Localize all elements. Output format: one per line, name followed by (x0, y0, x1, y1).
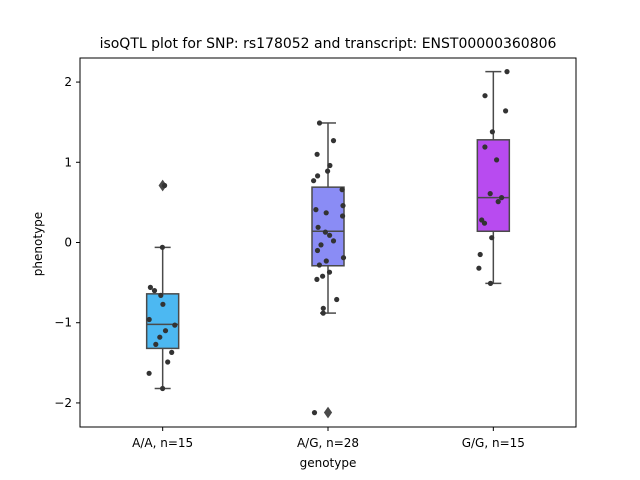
x-axis-label: genotype (300, 456, 357, 470)
data-point (482, 144, 488, 150)
data-point (330, 138, 337, 144)
data-point (340, 203, 346, 209)
data-point (339, 187, 345, 193)
data-point (316, 120, 323, 126)
data-point (330, 238, 337, 244)
data-point (489, 235, 495, 241)
data-point (162, 182, 168, 189)
data-point (334, 296, 340, 303)
data-point (481, 220, 488, 226)
data-point (147, 284, 153, 290)
data-point (315, 173, 321, 179)
y-tick-label: −2 (54, 396, 72, 410)
x-tick-label: A/A, n=15 (132, 436, 193, 450)
data-point (160, 385, 166, 392)
data-point (162, 328, 169, 334)
data-point (314, 276, 320, 282)
data-point (153, 341, 159, 347)
data-point (146, 370, 152, 376)
box-group (476, 70, 511, 285)
data-point (318, 242, 324, 248)
data-point (320, 305, 326, 311)
data-point (323, 258, 329, 264)
box (476, 139, 511, 233)
data-point (340, 255, 347, 261)
data-point (146, 316, 152, 323)
data-point (322, 229, 328, 235)
data-point (477, 251, 483, 258)
data-point (169, 349, 175, 355)
plot-area (79, 57, 577, 428)
data-point (504, 69, 510, 75)
data-point (326, 269, 333, 275)
y-axis: −2 −1 0 1 2 (54, 75, 80, 410)
data-point (327, 232, 333, 238)
data-point (323, 210, 329, 216)
data-point (165, 359, 171, 365)
data-point (157, 334, 163, 340)
data-point (494, 157, 500, 163)
data-point (314, 247, 321, 254)
data-point (487, 191, 493, 197)
box-group (145, 179, 180, 390)
data-point (316, 262, 322, 268)
data-point (160, 301, 166, 307)
data-point (311, 410, 318, 416)
outlier-marker (323, 406, 333, 419)
data-point (489, 129, 495, 135)
data-point (172, 322, 178, 328)
data-point (320, 310, 326, 316)
data-point (499, 195, 505, 201)
y-tick-label: 1 (64, 155, 72, 169)
data-point (158, 292, 164, 298)
data-point (503, 108, 509, 114)
data-point (311, 178, 317, 184)
data-point (315, 224, 321, 230)
data-point (313, 207, 319, 213)
x-tick-label: G/G, n=15 (462, 436, 525, 450)
data-point (314, 151, 320, 157)
x-axis: A/A, n=15 A/G, n=28 G/G, n=15 (132, 427, 525, 450)
data-point (487, 280, 494, 286)
y-axis-label: phenotype (31, 212, 45, 276)
data-point (325, 168, 331, 174)
data-point (495, 199, 501, 205)
chart-title: isoQTL plot for SNP: rs178052 and transc… (100, 36, 557, 52)
data-point (476, 265, 482, 271)
data-point (159, 244, 165, 250)
y-tick-label: −1 (54, 316, 72, 330)
data-point (320, 273, 326, 279)
data-point (340, 213, 346, 219)
data-point (151, 288, 158, 294)
x-tick-label: A/G, n=28 (297, 436, 359, 450)
y-tick-label: 0 (64, 236, 72, 250)
data-point (482, 93, 488, 99)
y-tick-label: 2 (64, 75, 72, 89)
data-point (327, 162, 333, 169)
